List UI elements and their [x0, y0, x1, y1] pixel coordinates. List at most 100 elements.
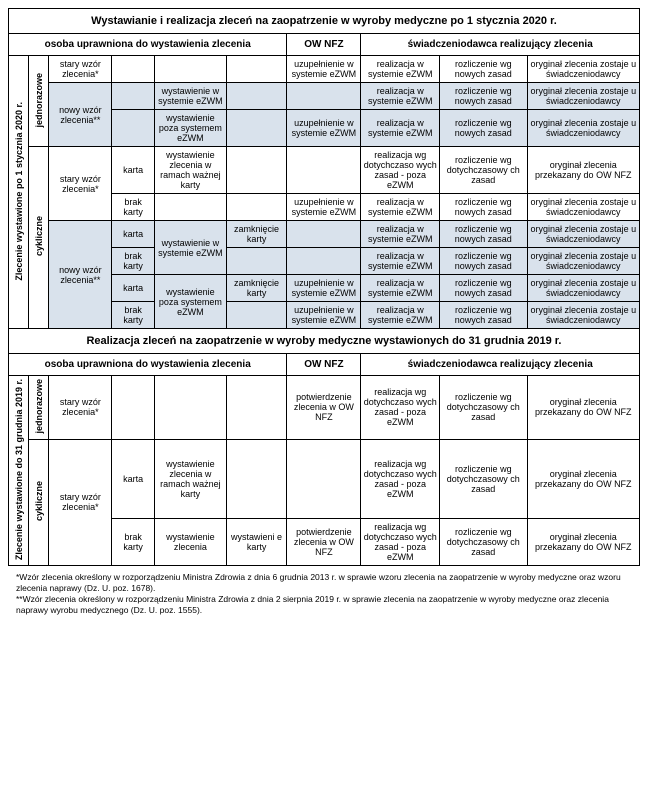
cell: [287, 248, 361, 275]
cell: realizacja wg dotychczaso wych zasad - p…: [361, 519, 440, 566]
cell: [226, 302, 287, 329]
footnote: *Wzór zlecenia określony w rozporządzeni…: [8, 566, 640, 622]
cell: realizacja w systemie eZWM: [361, 194, 440, 221]
cell: rozliczenie wg dotychczasowy ch zasad: [440, 519, 528, 566]
vert-jedno-2020: jednorazowe: [29, 56, 49, 147]
hdr-ow: OW NFZ: [287, 34, 361, 56]
cell: karta: [112, 439, 155, 519]
cell: rozliczenie wg dotychczasowy ch zasad: [440, 376, 528, 440]
hdr-sw-2: świadczeniodawca realizujący zlecenia: [361, 354, 640, 376]
cell: uzupełnienie w systemie eZWM: [287, 275, 361, 302]
cell: wystawienie zlecenia w ramach ważnej kar…: [154, 439, 226, 519]
cell: oryginał zlecenia zostaje u świadczeniod…: [527, 248, 639, 275]
cell: oryginał zlecenia zostaje u świadczeniod…: [527, 56, 639, 83]
cell: realizacja w systemie eZWM: [361, 110, 440, 147]
cell: [287, 147, 361, 194]
cell: [226, 194, 287, 221]
cell: [226, 376, 287, 440]
cell: realizacja w systemie eZWM: [361, 56, 440, 83]
vert-cykl-2020: cykliczne: [29, 147, 49, 329]
cell: rozliczenie wg nowych zasad: [440, 275, 528, 302]
vert-jedno-2019: jednorazowe: [29, 376, 49, 440]
cell: [226, 248, 287, 275]
cell: rozliczenie wg dotychczasowy ch zasad: [440, 439, 528, 519]
cell: oryginał zlecenia przekazany do OW NFZ: [527, 376, 639, 440]
cell: stary wzór zlecenia*: [49, 376, 112, 440]
cell: realizacja w systemie eZWM: [361, 83, 440, 110]
cell: oryginał zlecenia przekazany do OW NFZ: [527, 519, 639, 566]
cell: realizacja wg dotychczaso wych zasad - p…: [361, 439, 440, 519]
cell: uzupełnienie w systemie eZWM: [287, 302, 361, 329]
cell: oryginał zlecenia zostaje u świadczeniod…: [527, 83, 639, 110]
cell: karta: [112, 275, 155, 302]
cell: [226, 439, 287, 519]
cell: wystawieni e karty: [226, 519, 287, 566]
cell: uzupełnienie w systemie eZWM: [287, 194, 361, 221]
cell: [226, 83, 287, 110]
cell: oryginał zlecenia zostaje u świadczeniod…: [527, 221, 639, 248]
cell: [287, 439, 361, 519]
cell: realizacja w systemie eZWM: [361, 275, 440, 302]
cell: wystawienie poza systemem eZWM: [154, 110, 226, 147]
cell: realizacja w systemie eZWM: [361, 221, 440, 248]
cell: potwierdzenie zlecenia w OW NFZ: [287, 376, 361, 440]
title-2019: Realizacja zleceń na zaopatrzenie w wyro…: [9, 329, 640, 354]
cell: wystawienie zlecenia: [154, 519, 226, 566]
cell: [154, 56, 226, 83]
cell: oryginał zlecenia zostaje u świadczeniod…: [527, 110, 639, 147]
cell: [112, 376, 155, 440]
title-2020: Wystawianie i realizacja zleceń na zaopa…: [9, 9, 640, 34]
cell: [226, 147, 287, 194]
main-table: Wystawianie i realizacja zleceń na zaopa…: [8, 8, 640, 566]
cell: zamknięcie karty: [226, 275, 287, 302]
cell: [112, 56, 155, 83]
hdr-ow-2: OW NFZ: [287, 354, 361, 376]
cell: [154, 194, 226, 221]
cell: rozliczenie wg nowych zasad: [440, 221, 528, 248]
cell: rozliczenie wg nowych zasad: [440, 248, 528, 275]
cell: uzupełnienie w systemie eZWM: [287, 110, 361, 147]
cell: zamknięcie karty: [226, 221, 287, 248]
hdr-osoba-2: osoba uprawniona do wystawienia zlecenia: [9, 354, 287, 376]
cell: brak karty: [112, 519, 155, 566]
cell: brak karty: [112, 248, 155, 275]
cell: stary wzór zlecenia*: [49, 56, 112, 83]
cell: wystawienie w systemie eZWM: [154, 221, 226, 275]
cell: realizacja w systemie eZWM: [361, 302, 440, 329]
hdr-sw: świadczeniodawca realizujący zlecenia: [361, 34, 640, 56]
cell: oryginał zlecenia zostaje u świadczeniod…: [527, 194, 639, 221]
cell: brak karty: [112, 302, 155, 329]
cell: realizacja wg dotychczaso wych zasad - p…: [361, 376, 440, 440]
cell: brak karty: [112, 194, 155, 221]
cell: oryginał zlecenia zostaje u świadczeniod…: [527, 275, 639, 302]
cell: rozliczenie wg dotychczasowy ch zasad: [440, 147, 528, 194]
cell: wystawienie zlecenia w ramach ważnej kar…: [154, 147, 226, 194]
vert-cykl-2019: cykliczne: [29, 439, 49, 566]
cell: potwierdzenie zlecenia w OW NFZ: [287, 519, 361, 566]
cell: [287, 83, 361, 110]
vert-2020: Zlecenie wystawione po 1 stycznia 2020 r…: [9, 56, 29, 329]
cell: karta: [112, 221, 155, 248]
cell: [226, 56, 287, 83]
cell: rozliczenie wg nowych zasad: [440, 110, 528, 147]
cell: rozliczenie wg nowych zasad: [440, 194, 528, 221]
cell: uzupełnienie w systemie eZWM: [287, 56, 361, 83]
vert-2019: Zlecenie wystawione do 31 grudnia 2019 r…: [9, 376, 29, 566]
cell: rozliczenie wg nowych zasad: [440, 83, 528, 110]
cell: nowy wzór zlecenia**: [49, 83, 112, 147]
cell: [112, 83, 155, 110]
cell: oryginał zlecenia przekazany do OW NFZ: [527, 439, 639, 519]
hdr-osoba: osoba uprawniona do wystawienia zlecenia: [9, 34, 287, 56]
cell: realizacja w systemie eZWM: [361, 248, 440, 275]
cell: [112, 110, 155, 147]
cell: stary wzór zlecenia*: [49, 439, 112, 566]
cell: nowy wzór zlecenia**: [49, 221, 112, 329]
cell: stary wzór zlecenia*: [49, 147, 112, 221]
cell: rozliczenie wg nowych zasad: [440, 302, 528, 329]
cell: rozliczenie wg nowych zasad: [440, 56, 528, 83]
cell: karta: [112, 147, 155, 194]
cell: oryginał zlecenia przekazany do OW NFZ: [527, 147, 639, 194]
cell: [154, 376, 226, 440]
cell: [287, 221, 361, 248]
cell: realizacja wg dotychczaso wych zasad - p…: [361, 147, 440, 194]
